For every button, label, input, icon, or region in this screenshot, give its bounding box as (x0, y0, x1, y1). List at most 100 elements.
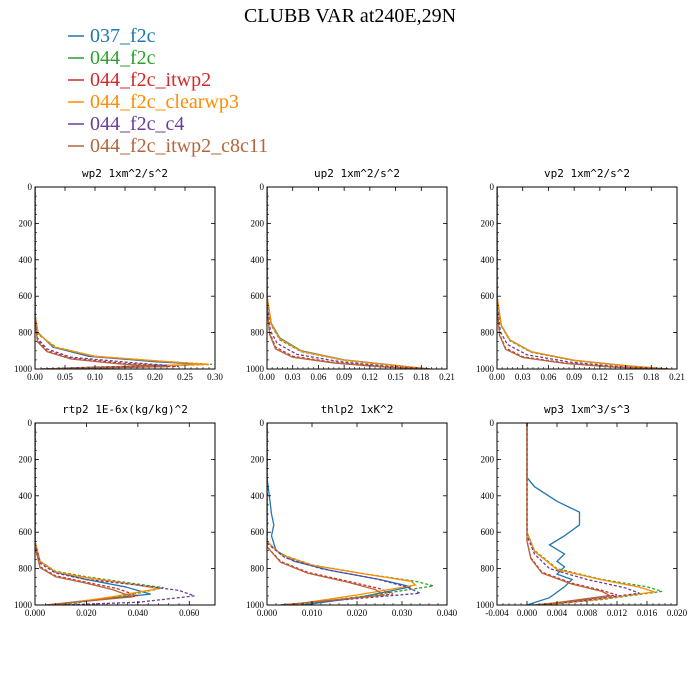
x-tick-label: 0.12 (592, 372, 608, 382)
y-tick-label: 600 (481, 291, 495, 301)
series-line-044_f2c_itwp2_c8c11 (35, 423, 133, 605)
x-tick-label: 0.21 (439, 372, 455, 382)
y-tick-label: 400 (251, 491, 265, 501)
legend-entry: 044_f2c_c4 (68, 113, 184, 135)
y-tick-label: 800 (251, 328, 265, 338)
series-line-044_f2c_c4 (267, 187, 430, 369)
y-tick-label: 400 (19, 255, 33, 265)
panel-title: thlp2 1xK^2 (321, 403, 394, 416)
x-tick-label: 0.06 (311, 372, 327, 382)
legend-label: 037_f2c (90, 25, 156, 47)
series-line-044_f2c_c4 (497, 187, 669, 369)
y-tick-label: 600 (251, 527, 265, 537)
panel-title: rtp2 1E-6x(kg/kg)^2 (62, 403, 188, 416)
y-tick-label: 600 (481, 527, 495, 537)
series-line-044_f2c_itwp2_c8c11 (526, 423, 612, 605)
series-line-044_f2c_itwp2 (497, 187, 669, 369)
y-tick-label: 0 (260, 182, 265, 192)
x-tick-label: -0.004 (485, 608, 509, 618)
figure-title: CLUBB VAR at240E,29N (244, 5, 456, 27)
x-tick-label: 0.20 (147, 372, 163, 382)
series-group (35, 187, 213, 369)
series-line-037_f2c (497, 187, 669, 369)
y-tick-label: 800 (481, 564, 495, 574)
series-line-044_f2c_clearwp3 (497, 187, 669, 369)
panel-title: wp3 1xm^3/s^3 (544, 403, 630, 416)
y-tick-label: 0 (490, 182, 495, 192)
panel-title: wp2 1xm^2/s^2 (82, 167, 168, 180)
x-tick-label: 0.000 (257, 608, 278, 618)
y-tick-label: 0 (490, 418, 495, 428)
series-line-044_f2c_itwp2 (35, 187, 180, 369)
series-line-044_f2c_clearwp3 (526, 423, 655, 605)
series-line-044_f2c_itwp2_c8c11 (267, 423, 386, 605)
x-tick-label: 0.020 (76, 608, 97, 618)
y-tick-label: 400 (481, 255, 495, 265)
x-tick-label: 0.000 (517, 608, 538, 618)
series-line-044_f2c_clearwp3 (267, 187, 430, 369)
x-tick-label: 0.060 (179, 608, 200, 618)
legend-label: 044_f2c_c4 (90, 113, 184, 135)
series-line-044_f2c_clearwp3 (35, 187, 210, 369)
legend-entry: 044_f2c (68, 47, 156, 69)
y-tick-label: 0 (260, 418, 265, 428)
x-tick-label: 0.00 (27, 372, 43, 382)
x-tick-label: 0.020 (667, 608, 688, 618)
plot-frame (34, 186, 216, 370)
series-line-037_f2c (267, 187, 430, 369)
series-line-044_f2c (497, 187, 669, 369)
y-tick-label: 1000 (476, 364, 495, 374)
panel: rtp2 1E-6x(kg/kg)^2 0.000 0.020 0.040 0.060 0… (14, 403, 216, 618)
x-tick-label: 0.15 (618, 372, 634, 382)
series-line-044_f2c_itwp2 (526, 423, 618, 605)
y-tick-label: 1000 (246, 364, 265, 374)
series-line-044_f2c (35, 187, 213, 369)
series-group (35, 423, 195, 605)
y-tick-label: 800 (19, 564, 33, 574)
y-tick-label: 1000 (476, 600, 495, 610)
x-tick-label: 0.21 (669, 372, 685, 382)
series-line-044_f2c (35, 423, 164, 605)
y-tick-label: 200 (481, 454, 495, 464)
x-tick-label: 0.10 (87, 372, 103, 382)
x-tick-label: 0.18 (643, 372, 659, 382)
x-tick-label: 0.09 (566, 372, 582, 382)
y-tick-label: 1000 (14, 600, 33, 610)
y-tick-label: 200 (481, 218, 495, 228)
panel-title: vp2 1xm^2/s^2 (544, 167, 630, 180)
y-tick-label: 1000 (14, 364, 33, 374)
series-line-044_f2c (267, 187, 430, 369)
legend-entry: 044_f2c_clearwp3 (68, 91, 239, 113)
legend-label: 044_f2c_clearwp3 (90, 91, 239, 113)
x-tick-label: 0.00 (259, 372, 275, 382)
legend-label: 044_f2c_itwp2 (90, 69, 211, 91)
x-tick-label: 0.30 (207, 372, 223, 382)
series-line-044_f2c (267, 423, 434, 605)
x-tick-label: 0.09 (336, 372, 352, 382)
x-tick-label: 0.03 (515, 372, 531, 382)
y-tick-label: 200 (251, 454, 265, 464)
y-tick-label: 200 (19, 218, 33, 228)
plot-frame (496, 186, 678, 370)
panel: up2 1xm^2/s^2 0.00 0.03 0.06 0.09 0.12 0.15 0.1… (246, 167, 455, 382)
series-line-044_f2c_itwp2_c8c11 (497, 187, 669, 369)
series-line-044_f2c_clearwp3 (35, 423, 159, 605)
series-line-044_f2c_clearwp3 (267, 423, 418, 605)
legend: 037_f2c044_f2c044_f2c_itwp2044_f2c_clear… (68, 25, 268, 157)
x-tick-label: 0.000 (25, 608, 46, 618)
x-tick-label: 0.25 (177, 372, 193, 382)
y-tick-label: 400 (481, 491, 495, 501)
x-tick-label: 0.12 (362, 372, 378, 382)
x-tick-label: 0.18 (413, 372, 429, 382)
panel-title: up2 1xm^2/s^2 (314, 167, 400, 180)
panel: wp3 1xm^3/s^3 -0.004 0.000 0.004 0.008 0.012 0… (476, 403, 688, 618)
series-line-044_f2c_c4 (35, 423, 195, 605)
series-line-044_f2c_c4 (526, 423, 640, 605)
y-tick-label: 400 (251, 255, 265, 265)
series-group (267, 423, 434, 605)
x-tick-label: 0.06 (541, 372, 557, 382)
x-tick-label: 0.012 (607, 608, 627, 618)
series-line-044_f2c_itwp2_c8c11 (35, 187, 168, 369)
series-group (267, 187, 430, 369)
